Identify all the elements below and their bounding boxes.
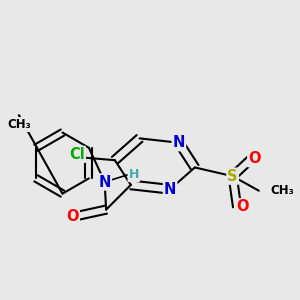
Text: Cl: Cl xyxy=(69,147,85,162)
Text: H: H xyxy=(129,168,139,181)
Text: O: O xyxy=(66,209,79,224)
Text: N: N xyxy=(98,175,111,190)
Text: O: O xyxy=(248,151,261,166)
Text: O: O xyxy=(237,199,249,214)
Text: CH₃: CH₃ xyxy=(7,118,31,131)
Text: CH₃: CH₃ xyxy=(271,184,294,197)
Text: S: S xyxy=(227,169,238,184)
Text: N: N xyxy=(173,135,185,150)
Text: N: N xyxy=(164,182,176,197)
